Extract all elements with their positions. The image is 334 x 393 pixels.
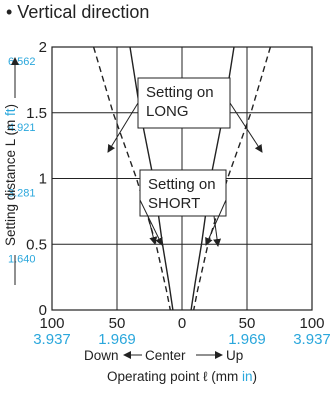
chart-title: • Vertical direction (6, 2, 150, 22)
x-tick-mm-4: 100 (299, 315, 324, 332)
annotation-box-1 (139, 169, 227, 217)
y-tick-ft-1: 1.640 (8, 253, 36, 265)
annotation-arrow-short-right2 (205, 199, 227, 246)
y-tick-m-0: 0 (39, 302, 47, 319)
annotation-arrow-short-right (213, 215, 222, 247)
annotation-arrow-short-left2 (139, 199, 163, 246)
y-tick-ft-2: 3.281 (8, 188, 36, 200)
y-tick-ft-3: 4.921 (8, 122, 36, 134)
x-tick-mm-3: 50 (239, 315, 256, 332)
x-tick-in-4: 3.937 (293, 331, 331, 348)
annotation-text-0-0: Setting on (146, 84, 214, 101)
annotation-arrow-long-left (107, 102, 139, 153)
y-tick-m-2: 1 (39, 171, 47, 188)
annotation-text-1-0: Setting on (148, 176, 216, 193)
annotation-text-1-1: SHORT (148, 195, 200, 212)
y-tick-m-1: 0.5 (26, 236, 47, 253)
x-tick-in-1: 1.969 (98, 331, 136, 348)
annotation-text-0-1: LONG (146, 103, 189, 120)
y-tick-m-3: 1.5 (26, 105, 47, 122)
direction-down-label: Down (84, 348, 119, 363)
x-axis-label: Operating point ℓ (mm in) (107, 369, 257, 384)
x-tick-mm-2: 0 (178, 315, 186, 332)
annotation-box-0 (137, 77, 231, 129)
x-tick-mm-0: 100 (39, 315, 64, 332)
y-tick-m-4: 2 (39, 39, 47, 56)
y-tick-ft-4: 6.562 (8, 56, 36, 68)
direction-center-label: Center (145, 348, 186, 363)
y-axis-label: Setting distance L (m ft) (3, 104, 18, 246)
x-tick-mm-1: 50 (109, 315, 126, 332)
x-tick-in-3: 1.969 (228, 331, 266, 348)
annotation-arrow-short-left (147, 215, 158, 245)
direction-up-label: Up (226, 348, 243, 363)
plot-frame (51, 46, 313, 311)
annotation-arrow-long-right (229, 102, 263, 153)
x-tick-in-0: 3.937 (33, 331, 71, 348)
